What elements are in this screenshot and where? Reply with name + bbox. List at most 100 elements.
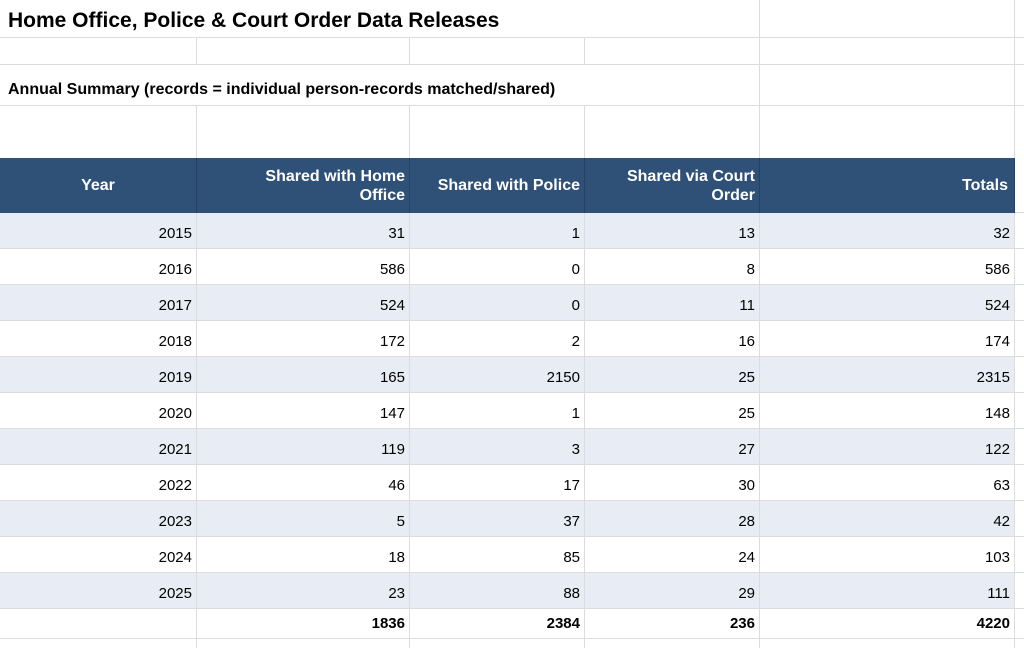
cell-police[interactable]: 1 xyxy=(410,393,585,429)
cell-total[interactable]: 111 xyxy=(760,573,1015,609)
cell-home-office[interactable]: 119 xyxy=(197,429,410,465)
cell-total[interactable]: 148 xyxy=(760,393,1015,429)
table-row: 2016 586 0 8 586 xyxy=(0,249,1024,285)
gridline xyxy=(1014,0,1015,158)
right-gutter-cell[interactable] xyxy=(1015,465,1024,501)
gridline xyxy=(0,105,1024,106)
cell-year[interactable]: 2019 xyxy=(0,357,197,393)
cell-year[interactable]: 2018 xyxy=(0,321,197,357)
right-gutter-cell[interactable] xyxy=(1015,609,1024,639)
right-gutter-cell[interactable] xyxy=(1015,249,1024,285)
right-gutter-cell[interactable] xyxy=(1015,285,1024,321)
gridline xyxy=(759,639,760,648)
cell-police[interactable]: 37 xyxy=(410,501,585,537)
cell-total[interactable]: 42 xyxy=(760,501,1015,537)
table-row: 2015 31 1 13 32 xyxy=(0,213,1024,249)
table-row: 2020 147 1 25 148 xyxy=(0,393,1024,429)
cell-home-office[interactable]: 18 xyxy=(197,537,410,573)
cell-court-order[interactable]: 29 xyxy=(585,573,760,609)
cell-court-order[interactable]: 25 xyxy=(585,357,760,393)
cell-total[interactable]: 103 xyxy=(760,537,1015,573)
right-gutter-cell[interactable] xyxy=(1015,213,1024,249)
cell-police[interactable]: 17 xyxy=(410,465,585,501)
cell-home-office[interactable]: 172 xyxy=(197,321,410,357)
cell-court-order[interactable]: 27 xyxy=(585,429,760,465)
gridline xyxy=(409,639,410,648)
gridline xyxy=(0,37,1024,38)
header-cell-year[interactable]: Year xyxy=(0,158,197,213)
right-gutter-cell[interactable] xyxy=(1015,357,1024,393)
gridline xyxy=(0,64,1024,65)
cell-police[interactable]: 0 xyxy=(410,249,585,285)
header-cell-police[interactable]: Shared with Police xyxy=(410,158,585,213)
right-gutter-cell[interactable] xyxy=(1015,321,1024,357)
header-cell-home-office[interactable]: Shared with Home Office xyxy=(197,158,410,213)
cell-police[interactable]: 3 xyxy=(410,429,585,465)
totals-total-cell[interactable]: 4220 xyxy=(760,609,1015,639)
totals-home-office-cell[interactable]: 1836 xyxy=(197,609,410,639)
cell-year[interactable]: 2020 xyxy=(0,393,197,429)
cell-police[interactable]: 88 xyxy=(410,573,585,609)
right-gutter-cell[interactable] xyxy=(1015,501,1024,537)
cell-year[interactable]: 2023 xyxy=(0,501,197,537)
cell-police[interactable]: 2 xyxy=(410,321,585,357)
right-gutter-cell[interactable] xyxy=(1015,158,1024,213)
cell-court-order[interactable]: 25 xyxy=(585,393,760,429)
sheet-title-cell[interactable]: Home Office, Police & Court Order Data R… xyxy=(8,9,500,32)
cell-total[interactable]: 63 xyxy=(760,465,1015,501)
cell-year[interactable]: 2024 xyxy=(0,537,197,573)
gridline xyxy=(584,105,585,158)
right-gutter-cell[interactable] xyxy=(1015,393,1024,429)
cell-year[interactable]: 2015 xyxy=(0,213,197,249)
cell-year[interactable]: 2022 xyxy=(0,465,197,501)
totals-court-order-cell[interactable]: 236 xyxy=(585,609,760,639)
cell-court-order[interactable]: 24 xyxy=(585,537,760,573)
right-gutter-cell[interactable] xyxy=(1015,429,1024,465)
cell-court-order[interactable]: 13 xyxy=(585,213,760,249)
cell-total[interactable]: 32 xyxy=(760,213,1015,249)
cell-home-office[interactable]: 46 xyxy=(197,465,410,501)
cell-home-office[interactable]: 165 xyxy=(197,357,410,393)
totals-year-cell[interactable] xyxy=(0,609,197,639)
cell-year[interactable]: 2021 xyxy=(0,429,197,465)
gridline xyxy=(409,105,410,158)
cell-home-office[interactable]: 586 xyxy=(197,249,410,285)
table-row: 2017 524 0 11 524 xyxy=(0,285,1024,321)
cell-home-office[interactable]: 5 xyxy=(197,501,410,537)
cell-year[interactable]: 2016 xyxy=(0,249,197,285)
cell-home-office[interactable]: 23 xyxy=(197,573,410,609)
cell-police[interactable]: 85 xyxy=(410,537,585,573)
cell-total[interactable]: 586 xyxy=(760,249,1015,285)
right-gutter-cell[interactable] xyxy=(1015,573,1024,609)
header-cell-totals[interactable]: Totals xyxy=(760,158,1015,213)
cell-police[interactable]: 1 xyxy=(410,213,585,249)
cell-court-order[interactable]: 11 xyxy=(585,285,760,321)
cell-home-office[interactable]: 524 xyxy=(197,285,410,321)
cell-year[interactable]: 2025 xyxy=(0,573,197,609)
table-row: 2024 18 85 24 103 xyxy=(0,537,1024,573)
cell-court-order[interactable]: 16 xyxy=(585,321,760,357)
gridline xyxy=(759,0,760,158)
table-header-row: Year Shared with Home Office Shared with… xyxy=(0,158,1024,213)
cell-total[interactable]: 2315 xyxy=(760,357,1015,393)
cell-court-order[interactable]: 30 xyxy=(585,465,760,501)
cell-total[interactable]: 174 xyxy=(760,321,1015,357)
cell-home-office[interactable]: 147 xyxy=(197,393,410,429)
cell-year[interactable]: 2017 xyxy=(0,285,197,321)
cell-police[interactable]: 0 xyxy=(410,285,585,321)
cell-court-order[interactable]: 28 xyxy=(585,501,760,537)
cell-total[interactable]: 524 xyxy=(760,285,1015,321)
gridline xyxy=(1014,639,1015,648)
cell-police[interactable]: 2150 xyxy=(410,357,585,393)
gridline xyxy=(409,37,410,64)
table-row: 2018 172 2 16 174 xyxy=(0,321,1024,357)
cell-home-office[interactable]: 31 xyxy=(197,213,410,249)
gridline xyxy=(584,639,585,648)
cell-total[interactable]: 122 xyxy=(760,429,1015,465)
sheet-subtitle-cell[interactable]: Annual Summary (records = individual per… xyxy=(8,81,556,98)
header-cell-court-order[interactable]: Shared via Court Order xyxy=(585,158,760,213)
cell-court-order[interactable]: 8 xyxy=(585,249,760,285)
right-gutter-cell[interactable] xyxy=(1015,537,1024,573)
totals-police-cell[interactable]: 2384 xyxy=(410,609,585,639)
